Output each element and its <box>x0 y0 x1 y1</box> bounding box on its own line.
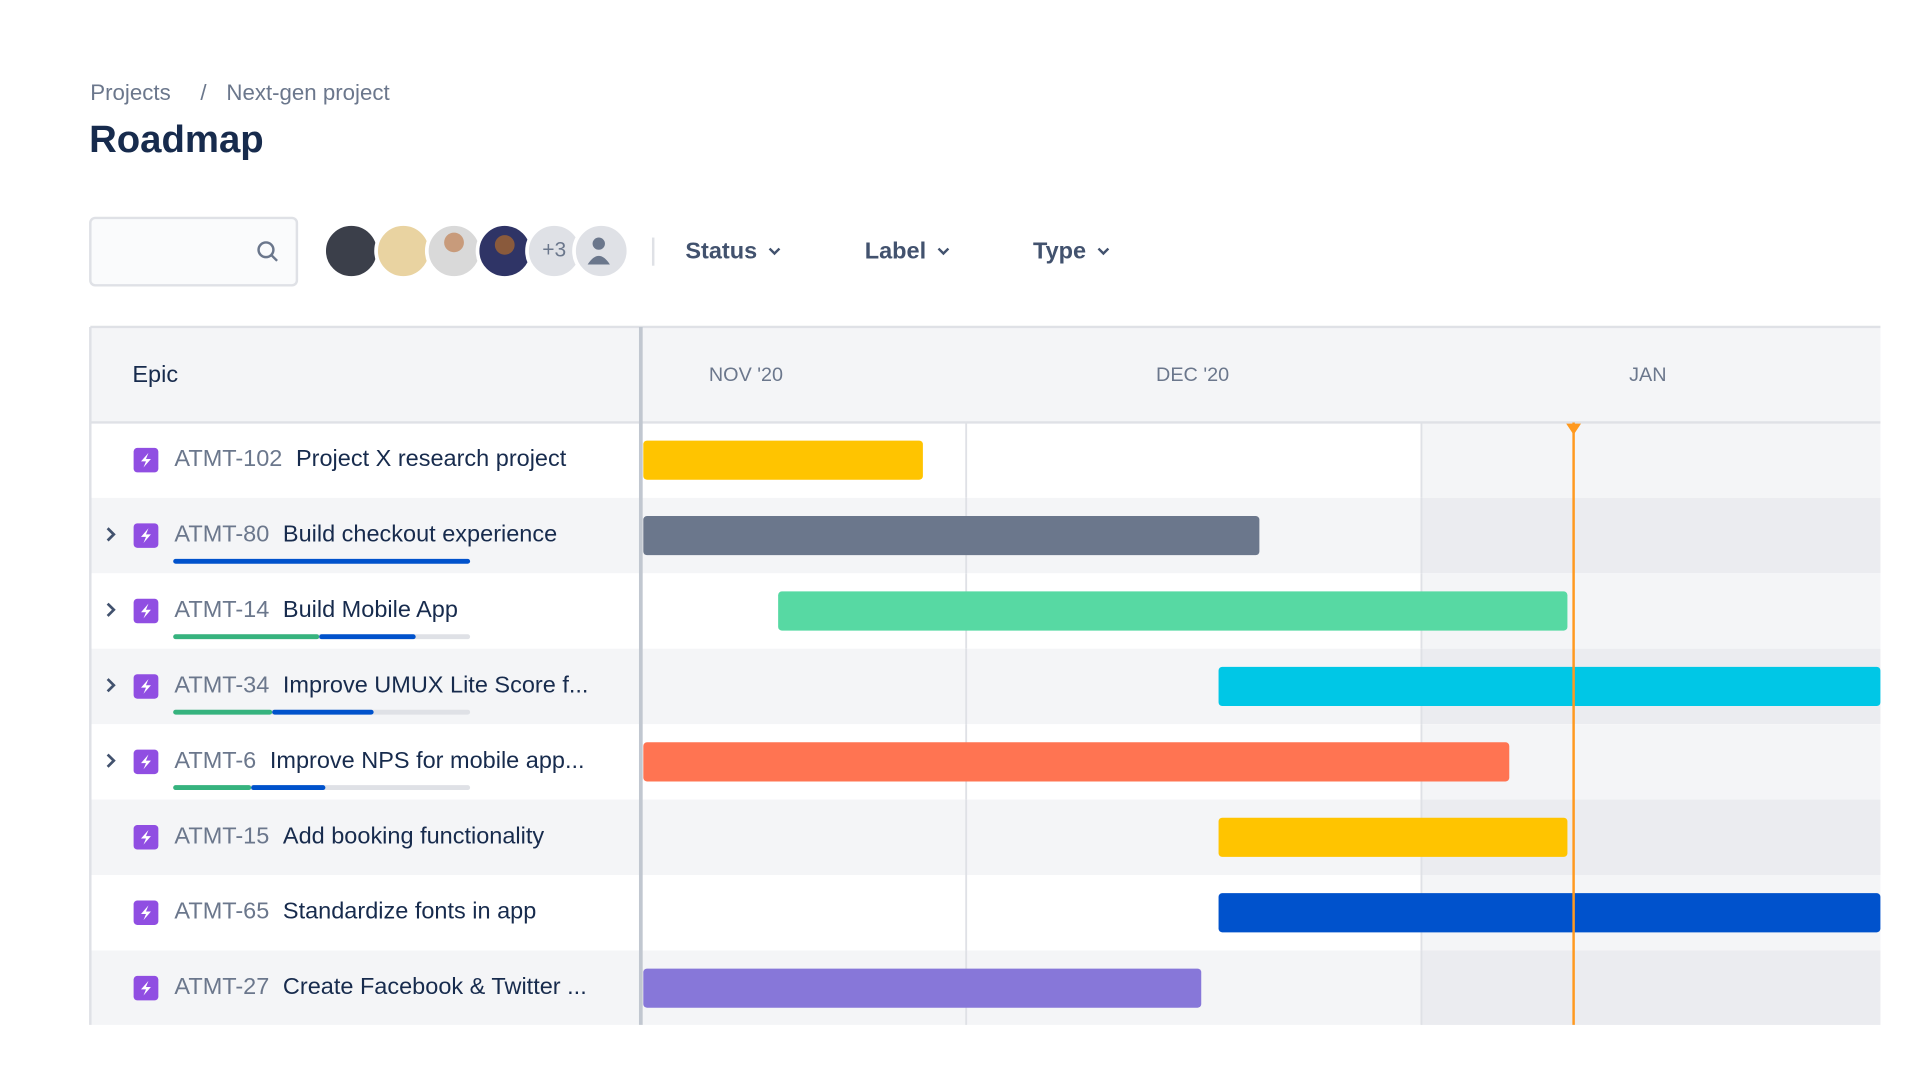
avatar-face <box>444 232 464 253</box>
today-marker <box>1566 423 1582 435</box>
epic-header: Epic <box>132 361 178 387</box>
expand-chevron[interactable] <box>106 527 116 542</box>
expand-chevron[interactable] <box>106 753 116 768</box>
add-person-icon <box>592 237 605 250</box>
progress-bar <box>319 634 416 640</box>
epic-icon-bolt <box>141 603 151 619</box>
epic-row[interactable]: ATMT-6 Improve NPS for mobile app... <box>174 747 584 773</box>
progress-bar <box>173 709 273 715</box>
epic-icon-bolt <box>141 905 151 921</box>
search-box[interactable] <box>89 216 299 287</box>
epic-name: Build checkout experience <box>283 521 557 547</box>
search-icon <box>257 241 275 259</box>
avatar-more-count: +3 <box>542 239 566 262</box>
breadcrumb-link[interactable]: Projects <box>90 80 170 105</box>
timeline-bar[interactable] <box>1218 817 1568 857</box>
epic-key: ATMT-34 <box>174 672 269 698</box>
epic-icon-bolt <box>141 679 151 694</box>
filter-chevron <box>937 247 950 256</box>
epic-key: ATMT-102 <box>174 445 282 471</box>
avatar[interactable] <box>374 222 433 280</box>
timeline-bar[interactable] <box>1218 893 1881 933</box>
breadcrumb-separator: / <box>200 80 207 105</box>
filter-button[interactable]: Status <box>685 237 757 263</box>
month-label: DEC '20 <box>1156 364 1229 386</box>
page-title: Roadmap <box>89 118 264 161</box>
epic-icon-bolt <box>141 754 151 770</box>
epic-name: Build Mobile App <box>283 596 458 622</box>
epic-name: Standardize fonts in app <box>283 898 536 924</box>
epic-icon-bolt <box>141 528 151 543</box>
timeline-bar[interactable] <box>643 440 923 480</box>
expand-chevron[interactable] <box>106 678 116 693</box>
month-label: JAN <box>1629 364 1666 386</box>
timeline-bar[interactable] <box>1218 666 1881 707</box>
epic-name: Improve NPS for mobile app... <box>270 747 585 773</box>
filter-chevron <box>1097 247 1110 256</box>
epic-row[interactable]: ATMT-80 Build checkout experience <box>174 521 557 547</box>
progress-bar <box>173 558 471 564</box>
epic-key: ATMT-6 <box>174 747 256 773</box>
table-header <box>90 326 1881 423</box>
progress-bar <box>173 785 252 791</box>
filters: Status Label Type <box>685 237 1110 263</box>
future-shade <box>1421 950 1881 1025</box>
timeline-bar[interactable] <box>643 742 1510 782</box>
epic-key: ATMT-80 <box>174 521 269 547</box>
month-label: NOV '20 <box>709 364 783 386</box>
progress-bar <box>272 709 374 715</box>
epic-icon-bolt <box>141 980 151 996</box>
epic-row[interactable]: ATMT-14 Build Mobile App <box>174 596 458 622</box>
expand-chevron[interactable] <box>106 602 116 617</box>
filter-chevron <box>768 247 781 256</box>
search-icon <box>270 253 278 262</box>
future-shade <box>1421 422 1881 498</box>
epic-row[interactable]: ATMT-65 Standardize fonts in app <box>174 898 536 924</box>
add-person-icon <box>587 255 610 265</box>
filter-button[interactable]: Label <box>865 237 926 263</box>
future-shade <box>1421 497 1881 574</box>
months: NOV '20 DEC '20 JAN <box>709 364 1667 386</box>
epic-name: Improve UMUX Lite Score f... <box>283 672 589 698</box>
epic-key: ATMT-15 <box>174 823 269 849</box>
timeline-bar[interactable] <box>643 516 1260 556</box>
avatar[interactable] <box>322 222 381 280</box>
epic-name: Add booking functionality <box>283 823 545 849</box>
epic-key: ATMT-14 <box>174 596 269 622</box>
epic-key: ATMT-65 <box>174 898 269 924</box>
epic-row[interactable]: ATMT-15 Add booking functionality <box>174 823 544 849</box>
progress-bar <box>251 785 326 791</box>
epic-icon-bolt <box>141 829 151 845</box>
epic-key: ATMT-27 <box>174 973 269 999</box>
breadcrumb-link[interactable]: Next-gen project <box>226 80 389 105</box>
epic-row[interactable]: ATMT-102 Project X research project <box>174 445 566 471</box>
add-person[interactable] <box>572 222 631 280</box>
epic-name: Project X research project <box>296 445 567 471</box>
avatars: +3 <box>322 222 631 280</box>
progress-bar <box>173 634 320 640</box>
timeline-bar[interactable] <box>643 968 1202 1008</box>
epic-row[interactable]: ATMT-27 Create Facebook & Twitter ... <box>174 973 586 999</box>
timeline-bar[interactable] <box>778 591 1568 631</box>
avatar-face <box>494 235 515 255</box>
epic-row[interactable]: ATMT-34 Improve UMUX Lite Score f... <box>174 672 588 698</box>
epic-icon-bolt <box>141 452 151 468</box>
filter-button[interactable]: Type <box>1033 237 1086 263</box>
rows: ATMT-102 Project X research project ATMT-8… <box>91 422 1881 1025</box>
epic-name: Create Facebook & Twitter ... <box>283 973 587 999</box>
